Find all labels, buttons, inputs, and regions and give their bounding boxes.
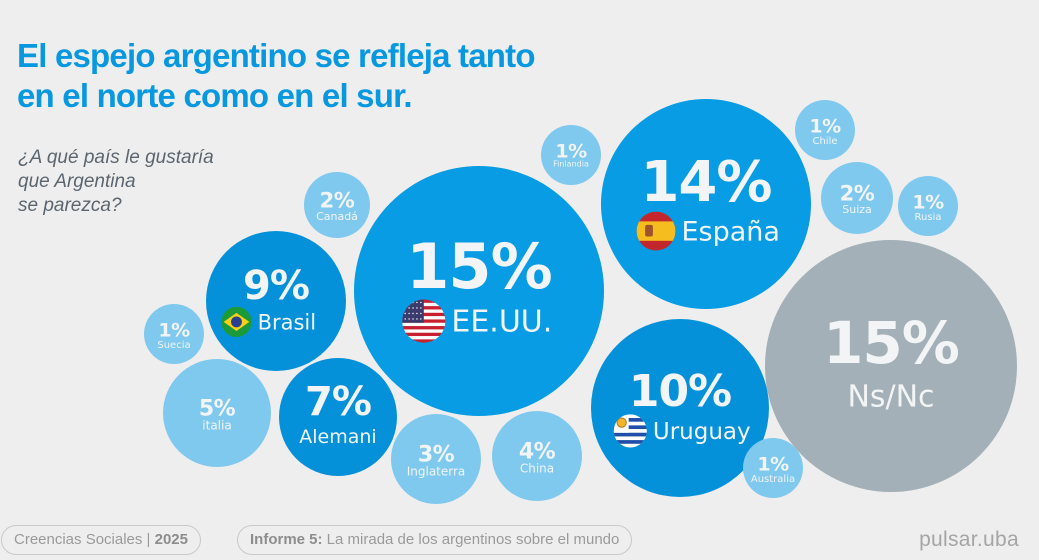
bubble-label: Brasil (258, 310, 317, 334)
bubble-value: 1% (555, 140, 587, 162)
bubble-circle (163, 359, 271, 467)
bubble-label: Inglaterra (407, 464, 466, 478)
bubble-circle (765, 240, 1017, 492)
bubble-label: Alemani (299, 426, 376, 448)
series-label: Creencias Sociales | (14, 531, 155, 548)
survey-question: ¿A qué país le gustaría que Argentina se… (18, 146, 214, 218)
bubble-value: 4% (519, 440, 556, 465)
title-line-2: en el norte como en el sur. (17, 77, 412, 114)
bubble-label: EE.UU. (451, 305, 552, 340)
bubble-value: 5% (199, 397, 236, 422)
usa-flag-icon (402, 299, 446, 343)
bubble-label: Uruguay (653, 419, 751, 445)
bubble-value: 1% (158, 319, 190, 341)
bubble-label: China (520, 461, 554, 475)
title-line-1: El espejo argentino se refleja tanto (17, 37, 535, 74)
bubble-label: Finlandia (553, 159, 589, 168)
bubble-value: 9% (243, 263, 309, 309)
bubble-value: 1% (809, 115, 841, 137)
bubble-value: 1% (757, 453, 789, 475)
bubble-china: 4%China (492, 411, 582, 501)
bubble-value: 14% (640, 150, 771, 215)
bubble-value: 15% (406, 230, 551, 303)
bubble-brasil: 9%Brasil (206, 231, 346, 371)
bubble-value: 10% (629, 366, 731, 417)
bubble-australia: 1%Australia (743, 438, 803, 498)
bubble-circle (821, 162, 893, 234)
spain-flag-icon (636, 211, 676, 251)
bubble-circle (541, 125, 601, 185)
bubble-label: Chile (812, 136, 837, 147)
bubble-label: Australia (751, 474, 795, 485)
bubble-label: España (681, 217, 779, 248)
bubble-ns-nc: 15%Ns/Nc (765, 240, 1017, 492)
bubble-italia: 5%italia (163, 359, 271, 467)
bubble-inglaterra: 3%Inglaterra (391, 414, 481, 504)
bubble-circle (391, 414, 481, 504)
question-line-1: ¿A qué país le gustaría (18, 147, 214, 168)
question-line-3: se parezca? (18, 195, 122, 216)
bubble-value: 2% (840, 182, 875, 206)
series-badge: Creencias Sociales | 2025 (1, 525, 201, 555)
series-year: 2025 (154, 531, 188, 548)
bubble-label: Ns/Nc (847, 379, 934, 414)
bubble-circle (898, 176, 958, 236)
bubble-label: italia (202, 418, 231, 432)
uruguay-flag-icon (613, 414, 647, 448)
bubble-value: 2% (320, 189, 355, 213)
chart-title: El espejo argentino se refleja tanto en … (17, 36, 535, 116)
bubble-canada: 2%Canadá (304, 172, 370, 238)
bubble-uruguay: 10%Uruguay (591, 319, 769, 497)
bubble-label: Canadá (316, 210, 358, 223)
bubble-chile: 1%Chile (795, 100, 855, 160)
bubble-circle (591, 319, 769, 497)
bubble-circle (492, 411, 582, 501)
bubble-circle (144, 304, 204, 364)
bubble-label: Suiza (842, 203, 872, 216)
bubble-circle (279, 358, 397, 476)
bubble-suecia: 1%Suecia (144, 304, 204, 364)
bubble-rusia: 1%Rusia (898, 176, 958, 236)
bubble-alemani: 7%Alemani (279, 358, 397, 476)
bubble-espana: 14%España (601, 99, 811, 309)
bubble-label: Suecia (157, 340, 190, 351)
bubble-value: 7% (305, 379, 371, 425)
report-badge: Informe 5: La mirada de los argentinos s… (237, 525, 633, 555)
report-number: Informe 5: (250, 531, 323, 548)
bubble-value: 1% (912, 191, 944, 213)
bubble-circle (304, 172, 370, 238)
bubble-finlandia: 1%Finlandia (541, 125, 601, 185)
bubble-circle (795, 100, 855, 160)
question-line-2: que Argentina (18, 171, 136, 192)
bubble-circle (743, 438, 803, 498)
brazil-flag-icon (221, 306, 252, 338)
bubble-value: 15% (823, 309, 959, 377)
bubble-label: Rusia (915, 212, 942, 223)
bubble-value: 3% (418, 443, 455, 468)
bubble-circle (601, 99, 811, 309)
pulsar-uba-logo: pulsar.uba (919, 528, 1019, 551)
report-title: La mirada de los argentinos sobre el mun… (322, 531, 620, 548)
bubble-circle (354, 166, 604, 416)
bubble-ee-uu: 15%EE.UU. (354, 166, 604, 416)
bubble-suiza: 2%Suiza (821, 162, 893, 234)
